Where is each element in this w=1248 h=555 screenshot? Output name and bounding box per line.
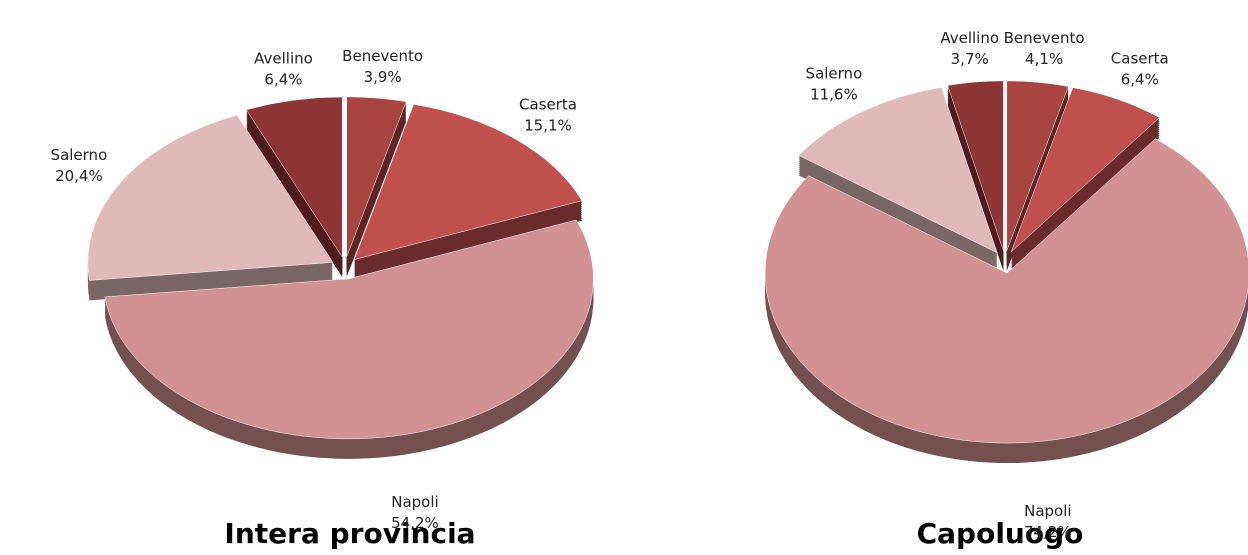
slice-label: Avellino [254,49,313,67]
slice-value-label: 6,4% [1121,71,1159,89]
chart-title: Intera provincia [224,517,475,550]
pie-slice [947,80,1004,251]
slice-label: Salerno [806,65,863,83]
slice-value-label: 3,7% [951,50,989,68]
pie-slice [245,96,343,258]
slice-label: Avellino [940,29,999,47]
slice-label: Caserta [1111,50,1169,68]
pie-slice [346,96,407,257]
pie-slice [353,104,583,260]
slice-value-label: 20,4% [55,167,103,185]
pie-slice [764,138,1248,444]
pie-slice [87,114,334,281]
slice-label: Napoli [391,493,438,511]
pie-slice [1010,87,1160,253]
slice-label: Salerno [51,146,108,164]
slice-value-label: 74,2% [1024,523,1072,541]
slice-value-label: 4,1% [1025,50,1063,68]
slice-value-label: 15,1% [524,117,572,135]
slice-label: Benevento [1004,29,1085,47]
slice-value-label: 54,2% [391,514,439,532]
slice-label: Benevento [342,47,423,65]
slice-label: Caserta [519,96,577,114]
slice-value-label: 6,4% [264,70,302,88]
pie-slice [104,219,594,440]
pie-slice [1006,80,1069,251]
slice-label: Napoli [1024,502,1071,520]
pie-slice [798,87,998,254]
chart-title: Capoluogo [917,517,1084,550]
slice-value-label: 11,6% [810,86,858,104]
slice-value-label: 3,9% [364,68,402,86]
